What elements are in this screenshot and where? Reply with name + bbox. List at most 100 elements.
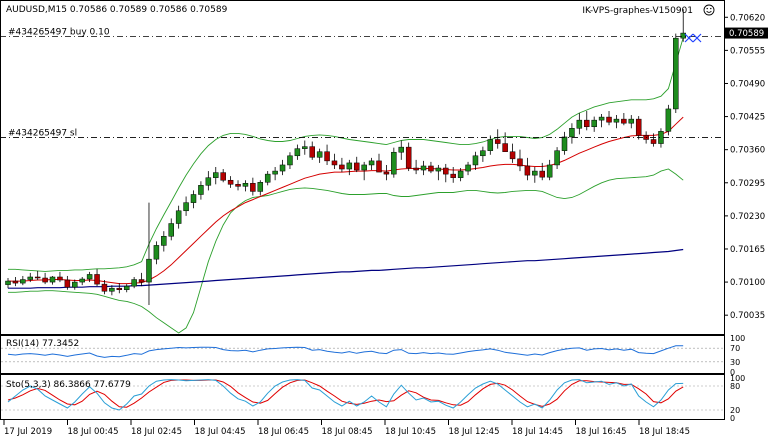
time-tick-label: 17 Jul 2019 [4, 427, 52, 437]
order-lines[interactable]: #434265497 buy 0.10 #434265497 sl [0, 28, 724, 139]
candle [569, 123, 575, 144]
bull-candle-body [487, 139, 494, 151]
candle [391, 147, 397, 178]
candle [628, 115, 635, 129]
bear-candle-body [376, 160, 382, 173]
rsi-level-label: 0 [730, 368, 735, 377]
bull-candle-body [5, 280, 11, 285]
candle [517, 149, 523, 172]
bull-candle-body [109, 287, 115, 292]
candle [368, 157, 375, 171]
bull-candle-body [457, 170, 464, 178]
bull-candle-body [554, 150, 560, 166]
bear-candle-body [220, 172, 226, 181]
candle [606, 110, 612, 126]
bull-candle-body [86, 274, 93, 280]
candle [339, 157, 345, 173]
stochastic-level-label: 20 [730, 406, 740, 415]
rsi-level-label: 30 [730, 358, 740, 367]
candle [443, 163, 449, 183]
candle [250, 177, 256, 196]
candle [324, 144, 330, 165]
bear-candle-body [443, 167, 449, 175]
ma-fast-line [8, 116, 684, 285]
time-tick-label: 18 Jul 16:45 [576, 427, 627, 437]
candle [123, 284, 130, 293]
bear-candle-body [324, 151, 330, 162]
moving-averages [8, 116, 684, 289]
bear-candle-body [517, 158, 523, 167]
price-tick-label: 0.70555 [730, 46, 765, 56]
bear-candle-body [42, 277, 48, 283]
trade-marker-icon [684, 33, 702, 43]
time-axis[interactable]: 17 Jul 2019 18 Jul 00:45 18 Jul 02:45 18 Ju… [3, 420, 690, 437]
candle [650, 133, 657, 147]
candle [235, 180, 241, 191]
candle [554, 147, 560, 170]
rsi-level-label: 100 [730, 334, 745, 343]
candle [279, 159, 286, 176]
candle [435, 164, 442, 181]
price-tick-label: 0.70230 [730, 212, 765, 222]
candle [598, 114, 605, 128]
bull-candle-body [198, 185, 204, 195]
bear-candle-body [57, 276, 63, 281]
bear-candle-body [101, 283, 108, 292]
candle [331, 153, 338, 170]
candle [86, 271, 93, 283]
bear-candle-body [509, 151, 516, 160]
bull-candle-body [398, 146, 405, 153]
candle [27, 272, 34, 283]
smiley-icon[interactable] [703, 4, 715, 16]
candle [20, 275, 26, 286]
stochastic-level-label: 80 [730, 382, 740, 391]
candle [302, 140, 308, 155]
bull-candle-body [316, 151, 323, 158]
candle [561, 131, 568, 155]
candle [198, 181, 204, 200]
candle [532, 166, 538, 183]
bull-candle-body [168, 223, 174, 237]
bear-candle-body [353, 162, 360, 171]
price-tick-label: 0.70490 [730, 79, 765, 89]
price-tick-label: 0.70100 [730, 278, 765, 288]
time-tick-label: 18 Jul 08:45 [322, 427, 373, 437]
ma-slow-line [8, 248, 684, 289]
candle [450, 166, 456, 183]
candle [175, 205, 182, 229]
current-price-tag: 0.70589 [725, 27, 768, 39]
candle [57, 271, 63, 283]
candle [264, 171, 271, 186]
bear-candle-body [116, 287, 123, 290]
candle [457, 168, 464, 182]
bear-candle-body [34, 276, 41, 279]
bull-candle-body [591, 119, 597, 128]
bollinger-upper-line [8, 37, 684, 272]
stochastic-main-line [7, 379, 684, 411]
order-line-label: #434265497 sl [8, 128, 77, 138]
candlesticks [5, 9, 686, 305]
candle [398, 140, 405, 160]
symbol-info: AUDUSD,M15 0.70586 0.70589 0.70586 0.705… [6, 5, 228, 15]
main-price-panel[interactable]: #434265497 buy 0.10 #434265497 sl AUDUSD,… [0, 0, 725, 335]
candle [621, 113, 627, 126]
candle [168, 218, 174, 241]
price-axis[interactable]: 0.70620 0.70555 0.70490 0.70425 0.70360 0.702… [724, 13, 765, 321]
bull-candle-body [561, 136, 568, 151]
rsi-value-line [7, 345, 684, 358]
candle [524, 157, 531, 181]
bear-candle-body [138, 279, 145, 283]
time-tick-label: 18 Jul 02:45 [131, 427, 182, 437]
candle [220, 169, 226, 183]
candle [242, 180, 249, 192]
bull-candle-body [472, 155, 479, 166]
bull-candle-body [628, 118, 635, 124]
bear-candle-body [502, 143, 508, 152]
bear-candle-body [450, 173, 456, 178]
candle [576, 113, 583, 135]
